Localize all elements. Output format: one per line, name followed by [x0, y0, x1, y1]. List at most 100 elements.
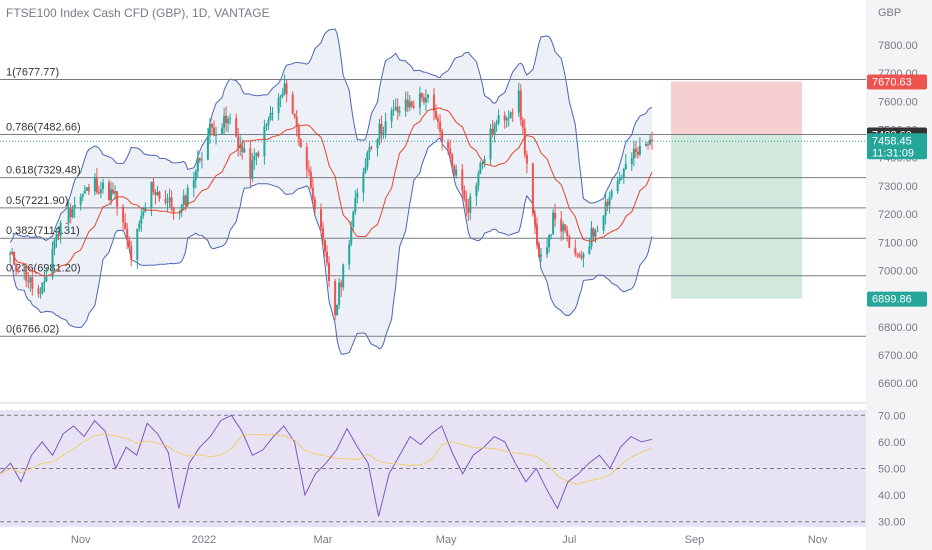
candle-body [366, 152, 369, 168]
candle-body [9, 253, 12, 255]
candle-body [295, 116, 298, 127]
candle-body [253, 156, 256, 161]
candle-body [65, 222, 68, 224]
candle-body [636, 152, 639, 155]
bollinger-upper-line [9, 28, 653, 243]
candle-body [194, 171, 197, 181]
rsi-layer: 70.00 60.00 50.00 40.00 30.00 [0, 410, 906, 529]
candle-body [154, 191, 157, 195]
candle-body [596, 230, 599, 232]
candle-body [227, 119, 230, 124]
candle-body [362, 172, 365, 193]
candle-body [297, 126, 300, 140]
candle-body [523, 127, 526, 155]
rsi-axis-tick: 60.00 [878, 437, 906, 449]
candle-body [461, 169, 464, 190]
candle-body [525, 154, 528, 164]
candle-body [277, 97, 280, 113]
candle-body [206, 135, 209, 160]
candle-body [249, 148, 252, 179]
candle-body [588, 246, 591, 254]
candle-body [192, 180, 195, 188]
price-axis-tick: 7100.00 [878, 237, 918, 249]
fib-level-label: 1(7677.77) [6, 67, 59, 79]
rsi-axis-tick: 50.00 [878, 464, 906, 476]
candle-body [342, 264, 345, 288]
candle-body [632, 148, 635, 159]
candle-body [568, 236, 571, 248]
candle-body [578, 254, 581, 258]
candle-body [168, 197, 171, 202]
candle-body [574, 247, 577, 254]
candle-body [130, 246, 133, 260]
candle-body [390, 110, 393, 122]
candle-body [172, 207, 175, 214]
candle-body [39, 292, 42, 294]
candle-body [136, 228, 139, 260]
candle-body [71, 208, 74, 218]
candle-body [382, 132, 385, 134]
chart-title: FTSE100 Index Cash CFD (GBP), 1D, VANTAG… [6, 6, 270, 20]
candle-body [505, 118, 508, 121]
price-axis-tick: 7800.00 [878, 40, 918, 52]
candle-body [27, 281, 30, 283]
right-axis-background [866, 0, 932, 550]
candle-body [126, 229, 129, 240]
candle-body [29, 277, 32, 283]
candle-body [582, 253, 585, 258]
candle-body [350, 227, 353, 245]
candle-body [495, 123, 498, 125]
candle-body [533, 213, 536, 225]
candle-body [69, 208, 72, 218]
candle-body [99, 188, 102, 194]
candle-body [73, 204, 76, 209]
candle-body [592, 228, 595, 237]
candle-body [368, 147, 371, 153]
candle-body [580, 257, 583, 259]
candle-body [433, 94, 435, 111]
candle-body [41, 282, 44, 293]
candle-body [354, 198, 357, 212]
candle-body [546, 247, 549, 255]
candle-body [95, 177, 98, 193]
candle-body [283, 83, 286, 94]
candle-body [380, 124, 383, 134]
candle-body [320, 209, 322, 228]
candle-body [269, 112, 272, 120]
candle-body [519, 90, 522, 120]
candle-body [255, 152, 258, 156]
candle-body [43, 281, 46, 283]
candle-body [324, 239, 326, 252]
candle-body [237, 136, 240, 149]
position-reward-zone [671, 134, 802, 299]
candle-body [483, 159, 486, 163]
price-tag [867, 133, 927, 160]
candle-body [521, 119, 524, 128]
candle-body [267, 120, 270, 125]
candle-body [31, 277, 34, 289]
candle-body [13, 252, 16, 265]
candle-body [536, 224, 538, 245]
candle-body [114, 191, 117, 194]
time-axis-tick: Sep [685, 534, 705, 546]
price-tag-countdown: 11:31:09 [872, 147, 914, 159]
candle-body [215, 134, 217, 136]
candle-body [437, 118, 439, 122]
candle-body [489, 128, 492, 160]
candle-body [420, 93, 423, 98]
candle-body [128, 239, 131, 246]
candle-body [610, 191, 613, 197]
position-risk-zone [671, 81, 802, 135]
candle-body [439, 121, 442, 132]
rsi-axis-tick: 40.00 [878, 490, 906, 502]
candle-body [211, 123, 213, 128]
candle-body [645, 144, 647, 146]
candle-body [566, 230, 569, 237]
candle-body [481, 162, 484, 164]
rsi-ma-line [0, 433, 653, 485]
candle-body [156, 191, 159, 195]
candle-body [378, 124, 381, 140]
rsi-axis-tick: 70.00 [878, 410, 906, 422]
